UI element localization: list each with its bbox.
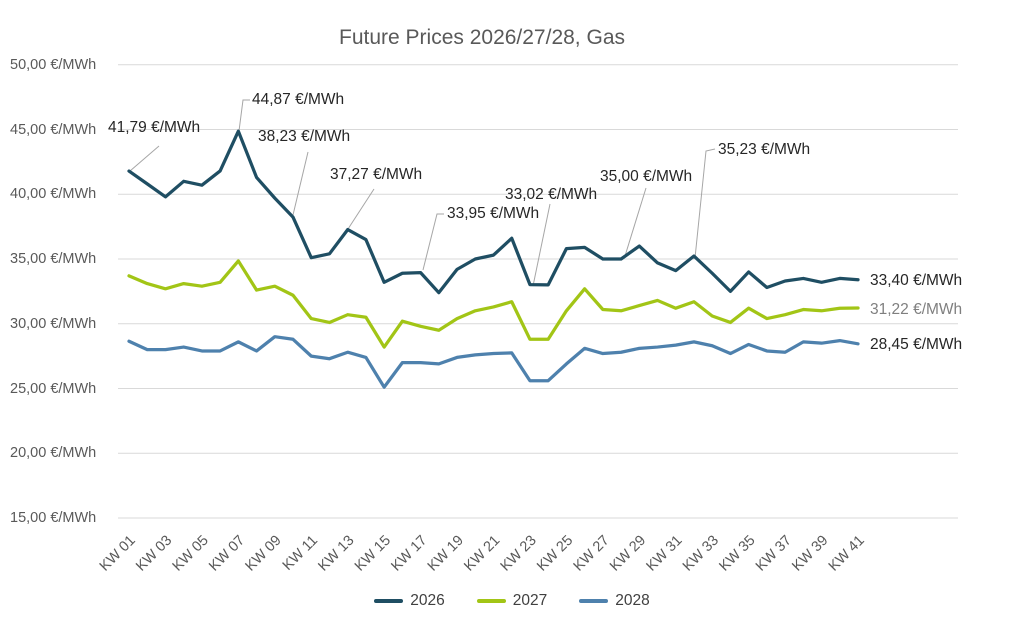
x-axis-tick-label: KW 15 [352, 533, 394, 575]
y-axis-tick-label: 15,00 €/MWh [10, 510, 97, 526]
annotation-label-kw07: 44,87 €/MWh [252, 91, 345, 108]
y-axis-tick-label: 40,00 €/MWh [10, 186, 97, 203]
annotation-leader-line [422, 213, 444, 271]
end-label-2026: 33,40 €/MWh [870, 272, 963, 289]
chart-legend: 2026 2027 2028 [0, 592, 1024, 610]
annotation-leader-line [129, 145, 160, 172]
x-axis-tick-label: KW 27 [571, 533, 613, 575]
legend-swatch-2026 [374, 599, 404, 603]
annotation-label-kw28: 35,00 €/MWh [600, 168, 693, 185]
annotation-label-kw13: 37,27 €/MWh [330, 166, 423, 183]
legend-swatch-2027 [476, 599, 506, 603]
x-axis-tick-label: KW 33 [680, 533, 722, 575]
y-axis-tick-label: 30,00 €/MWh [10, 315, 97, 332]
x-axis-tick-label: KW 13 [315, 533, 357, 575]
legend-item-2027: 2027 [476, 592, 548, 610]
legend-label-2028: 2028 [615, 592, 650, 609]
x-axis-tick-label: KW 07 [206, 533, 248, 575]
series-line-2027 [127, 259, 860, 349]
y-axis-tick-label: 20,00 €/MWh [10, 445, 97, 462]
x-axis-tick-label: KW 03 [133, 533, 175, 575]
annotation-label-kw01: 41,79 €/MWh [108, 119, 201, 136]
y-axis-tick-label: 45,00 €/MWh [10, 121, 97, 138]
end-label-2028: 28,45 €/MWh [870, 336, 963, 353]
x-axis-tick-label: KW 35 [716, 533, 758, 575]
x-axis-tick-label: KW 11 [280, 533, 321, 574]
annotation-leader-line [292, 151, 309, 216]
legend-item-2026: 2026 [374, 592, 445, 610]
series-line-2026 [127, 129, 860, 295]
series-line-2028 [127, 335, 860, 389]
y-axis-tick-label: 50,00 €/MWh [10, 56, 97, 73]
legend-swatch-2028 [579, 599, 609, 603]
x-axis-tick-label: KW 41 [826, 533, 868, 575]
annotation-label-kw17: 33,95 €/MWh [447, 205, 540, 222]
legend-label-2027: 2027 [512, 592, 548, 609]
x-axis-tick-label: KW 29 [607, 533, 649, 575]
x-axis-tick-label: KW 19 [425, 533, 467, 575]
x-axis-tick-label: KW 21 [461, 533, 503, 575]
x-axis-tick-label: KW 05 [170, 533, 212, 575]
annotation-leader-line [347, 188, 375, 230]
x-axis-tick-label: KW 23 [498, 533, 540, 575]
x-axis-tick-label: KW 01 [97, 533, 139, 575]
annotation-leader-line [624, 187, 647, 257]
annotation-label-kw23: 33,02 €/MWh [505, 186, 598, 203]
legend-item-2028: 2028 [579, 592, 650, 610]
annotation-leader-line [532, 203, 551, 287]
annotation-label-kw10: 38,23 €/MWh [258, 128, 351, 145]
legend-label-2026: 2026 [410, 592, 445, 609]
x-axis-tick-label: KW 09 [243, 533, 285, 575]
end-label-2027: 31,22 €/MWh [870, 301, 963, 318]
x-axis-tick-label: KW 17 [388, 533, 430, 575]
x-axis-tick-label: KW 25 [534, 533, 576, 575]
annotation-leader-line [238, 99, 250, 132]
annotation-leader-line [694, 148, 716, 259]
x-axis-tick-label: KW 39 [789, 533, 831, 575]
chart-title: Future Prices 2026/27/28, Gas [339, 26, 625, 49]
y-axis-tick-label: 25,00 €/MWh [10, 380, 97, 397]
x-axis-tick-label: KW 37 [753, 533, 795, 575]
x-axis-tick-label: KW 31 [643, 533, 685, 575]
annotation-label-kw32: 35,23 €/MWh [718, 141, 811, 158]
y-axis-tick-label: 35,00 €/MWh [10, 251, 97, 267]
